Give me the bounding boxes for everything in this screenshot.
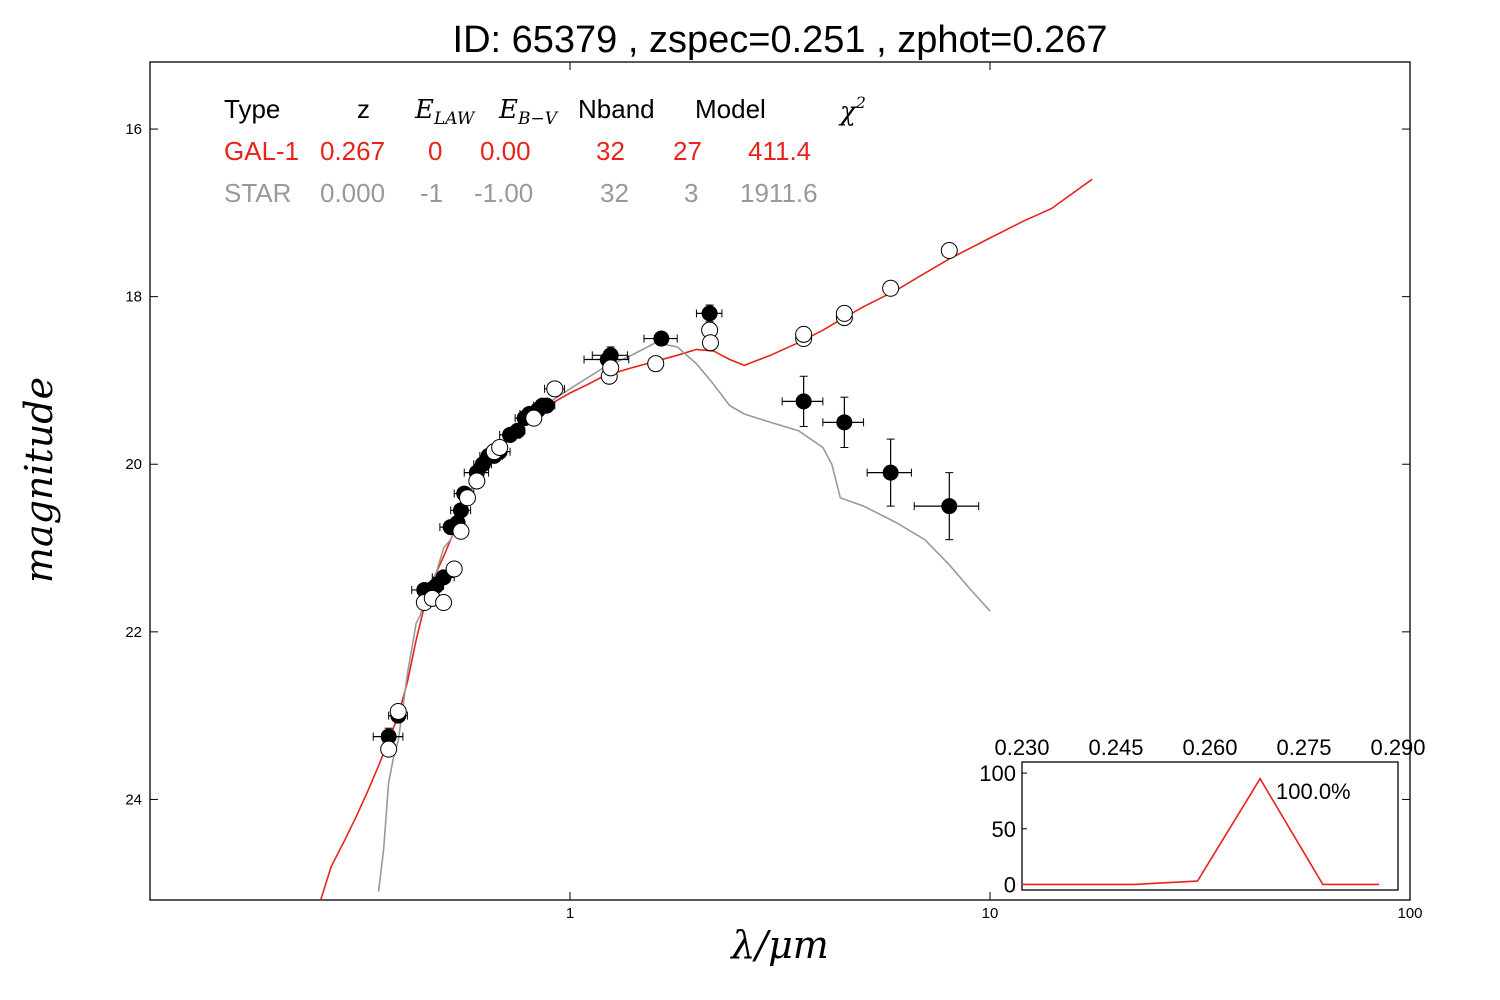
series-line-gal-1 [319,178,1093,900]
inset-frame [1021,761,1399,891]
main-plot: 1 10 100 16 18 20 22 24 λ/μm magnitude [17,61,1423,967]
model-marker [546,380,564,398]
inset-y-axis: 0 50 100 [979,761,1027,897]
inset-y-tick-label: 100 [979,761,1016,786]
observed-marker [941,498,958,515]
observed-point [781,375,824,428]
observed-marker [653,330,670,347]
legend-header-ebv: EB−V [498,95,559,129]
legend-header-model: Model [695,94,766,124]
inset-y-tick-label: 0 [1004,872,1016,897]
y-tick-label: 20 [125,456,142,473]
legend-row-star: STAR 0.000 -1 -1.00 32 3 1911.6 [224,178,818,208]
legend-header-chi2: χ2 [838,93,866,127]
observed-marker [538,397,555,414]
main-plot-frame [149,61,1411,901]
y-tick-label: 24 [125,791,142,808]
main-series-group [319,178,1093,900]
y-tick-label: 22 [125,624,142,641]
model-marker [389,702,407,720]
legend-star-ebv: -1.00 [474,178,533,208]
inset-x-tick-label: 0.290 [1370,735,1425,760]
model-marker [647,355,665,373]
model-marker [882,279,900,297]
main-y-axis: 16 18 20 22 24 [125,121,1410,808]
model-marker [525,409,543,427]
figure-title: ID: 65379 , zspec=0.251 , zphot=0.267 [453,19,1108,61]
legend-header-nband: Nband [578,94,655,124]
legend-row-galaxy: GAL-1 0.267 0 0.00 32 27 411.4 [224,136,811,166]
observed-point [695,304,723,323]
model-marker [380,740,398,758]
legend-star-type: STAR [224,178,291,208]
y-axis-label: magnitude [17,377,61,583]
model-marker [468,472,486,490]
observed-point [509,422,526,439]
observed-marker [509,422,526,439]
observed-marker [882,464,899,481]
inset-x-tick-label: 0.245 [1088,735,1143,760]
legend-header-type: Type [224,94,280,124]
model-marker [452,522,470,540]
legend-star-elaw: -1 [420,178,443,208]
inset-x-tick-label: 0.275 [1276,735,1331,760]
legend-galaxy-model: 27 [673,136,702,166]
x-tick-label: 1 [566,905,574,922]
model-marker [458,489,476,507]
observed-point [372,727,404,746]
main-points-group [372,242,980,758]
legend-galaxy-nband: 32 [596,136,625,166]
legend-header-z: z [357,94,370,124]
legend-star-nband: 32 [600,178,629,208]
observed-marker [701,305,718,322]
legend-galaxy-elaw: 0 [428,136,442,166]
model-marker [491,438,509,456]
model-marker [940,242,958,260]
y-tick-label: 16 [125,121,142,138]
model-marker [795,325,813,343]
observed-point [866,438,912,507]
legend-star-z: 0.000 [320,178,385,208]
model-marker [435,594,453,612]
observed-point [913,472,980,541]
observed-point [537,397,556,414]
observed-marker [795,393,812,410]
legend-galaxy-type: GAL-1 [224,136,299,166]
model-marker [701,334,719,352]
x-tick-label: 100 [1397,905,1422,922]
model-marker [835,304,853,322]
legend-star-model: 3 [684,178,698,208]
inset-pdz-plot: 0.230 0.245 0.260 0.275 0.290 0 50 100 100.0% [979,735,1425,897]
legend-galaxy-ebv: 0.00 [480,136,531,166]
observed-marker [836,414,853,431]
model-marker [445,560,463,578]
main-x-axis: 1 10 100 [566,62,1423,922]
inset-x-axis: 0.230 0.245 0.260 0.275 0.290 [994,735,1425,760]
series-line-star [377,341,991,892]
model-marker [602,359,620,377]
inset-x-tick-label: 0.260 [1182,735,1237,760]
x-tick-label: 10 [982,905,999,922]
inset-pdz-line [1022,777,1380,886]
legend-galaxy-chi2: 411.4 [748,136,811,166]
legend-table: Type z ELAW EB−V Nband Model χ2 GAL-1 0.… [224,93,866,208]
legend-galaxy-z: 0.267 [320,136,385,166]
inset-series-group [1022,777,1380,886]
observed-point [822,396,865,448]
inset-x-tick-label: 0.230 [994,735,1049,760]
legend-header-elaw: ELAW [414,95,476,129]
y-tick-label: 18 [125,289,142,306]
legend-star-chi2: 1911.6 [740,178,818,208]
observed-point [643,330,678,347]
inset-y-tick-label: 50 [992,817,1016,842]
x-axis-label: λ/μm [729,923,829,967]
inset-percent-annotation: 100.0% [1276,779,1351,804]
